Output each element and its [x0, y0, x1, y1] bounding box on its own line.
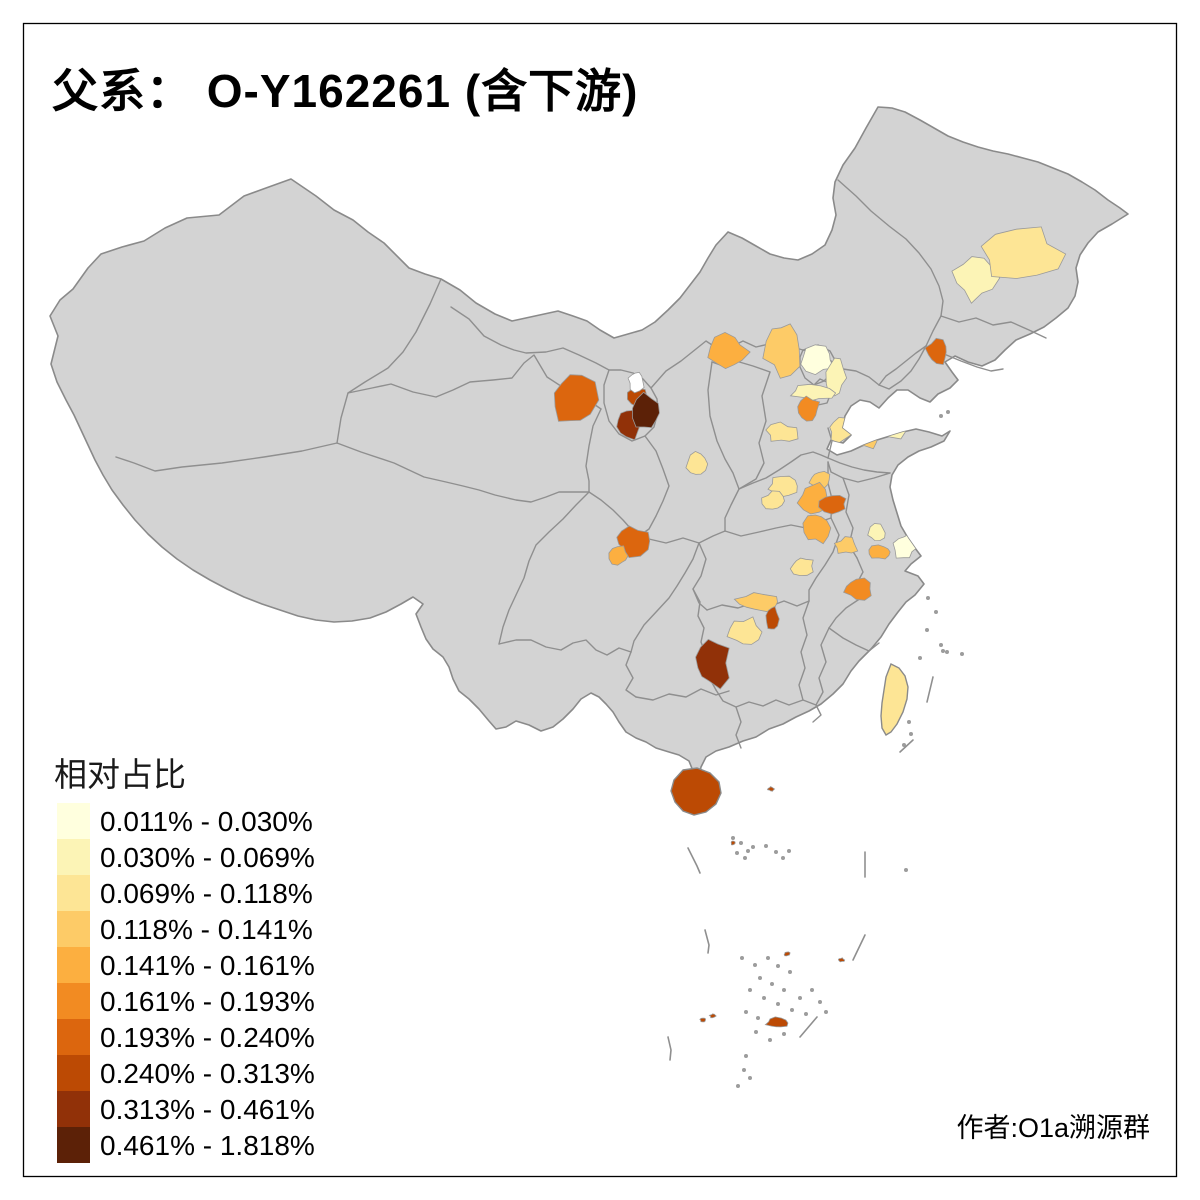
map-region	[802, 514, 832, 545]
legend-title: 相对占比	[54, 756, 186, 793]
figure-title: 父系： O-Y162261 (含下游)	[52, 65, 638, 117]
legend-label: 0.118% - 0.141%	[100, 914, 313, 945]
map-region	[853, 425, 880, 450]
taiwan-island	[880, 663, 909, 736]
map-region	[924, 337, 947, 366]
map-region	[726, 616, 763, 645]
colored-sea-islets	[699, 786, 846, 1028]
map-region	[808, 470, 831, 489]
legend-label: 0.193% - 0.240%	[100, 1022, 315, 1053]
map-region	[765, 605, 780, 630]
legend-label: 0.030% - 0.069%	[100, 842, 315, 873]
map-region	[789, 557, 814, 577]
attribution: 作者:O1a溯源群	[956, 1113, 1150, 1143]
map-region	[867, 523, 886, 542]
legend-swatch	[57, 875, 90, 911]
map-region	[797, 395, 821, 422]
map-region	[843, 577, 872, 601]
legend-label: 0.461% - 1.818%	[100, 1130, 315, 1161]
map-region	[868, 544, 891, 560]
legend: 相对占比 0.011% - 0.030% 0.030% - 0.069% 0.069…	[54, 756, 315, 1163]
colored-regions	[553, 226, 1067, 690]
map-region	[695, 638, 730, 690]
legend-swatch	[57, 1019, 90, 1055]
legend-label: 0.069% - 0.118%	[100, 878, 313, 909]
legend-swatch	[57, 1091, 90, 1127]
legend-swatch	[57, 1127, 90, 1163]
map-region	[765, 421, 799, 442]
map-region	[707, 331, 751, 370]
map-region	[699, 1017, 707, 1023]
panel-frame	[22, 22, 1178, 1178]
legend-swatch	[57, 911, 90, 947]
hainan-island	[670, 767, 722, 816]
map-region	[730, 840, 736, 846]
map-region	[627, 371, 645, 394]
legend-rows: 0.011% - 0.030% 0.030% - 0.069% 0.069% - 0…	[57, 803, 315, 1163]
legend-swatch	[57, 839, 90, 875]
legend-label: 0.141% - 0.161%	[100, 950, 315, 981]
legend-swatch	[57, 947, 90, 983]
map-region	[762, 323, 801, 379]
legend-label: 0.011% - 0.030%	[100, 806, 313, 837]
map-region	[764, 1016, 789, 1028]
map-region	[708, 1013, 717, 1019]
map-region	[553, 374, 600, 422]
map-region	[761, 490, 785, 510]
map-region	[631, 391, 660, 429]
map-region	[877, 416, 909, 440]
map-region	[818, 494, 847, 515]
map-region	[608, 545, 629, 566]
legend-label: 0.161% - 0.193%	[100, 986, 315, 1017]
map-region	[833, 536, 859, 554]
map-region	[980, 226, 1067, 279]
map-region	[783, 951, 791, 957]
map-region	[951, 256, 1001, 304]
sea-islets-and-dashes	[667, 410, 964, 1088]
legend-swatch	[57, 1055, 90, 1091]
map-region	[789, 383, 837, 402]
map-region	[825, 357, 848, 397]
legend-swatch	[57, 983, 90, 1019]
legend-label: 0.313% - 0.461%	[100, 1094, 315, 1125]
legend-swatch	[57, 803, 90, 839]
map-region	[837, 957, 846, 963]
map-region	[800, 344, 835, 376]
map-region	[685, 450, 709, 475]
base-map	[49, 106, 1129, 816]
legend-label: 0.240% - 0.313%	[100, 1058, 315, 1089]
map-region	[766, 786, 776, 792]
